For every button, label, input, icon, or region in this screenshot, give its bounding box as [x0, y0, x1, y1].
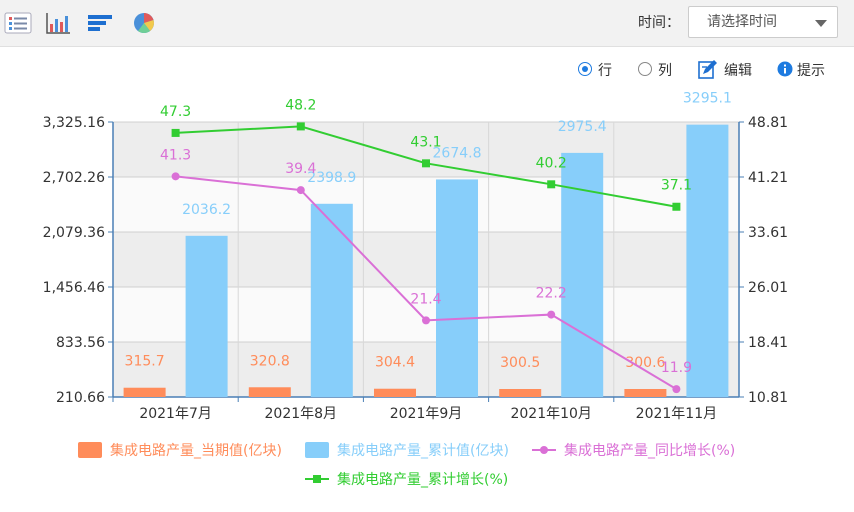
line-point	[672, 202, 681, 211]
line-point	[547, 310, 556, 319]
bar	[686, 124, 729, 397]
right-axis-tick-label: 41.21	[748, 170, 788, 186]
left-axis-tick-label: 833.56	[56, 335, 105, 351]
pie-chart-icon[interactable]	[130, 10, 158, 36]
line-data-label: 39.4	[285, 161, 316, 177]
line-point	[422, 159, 430, 168]
bar-data-label: 300.5	[500, 355, 540, 371]
x-axis-tick-label: 2021年7月	[139, 406, 212, 422]
column-option-label[interactable]: 列	[658, 63, 672, 79]
bar-data-label: 2036.2	[182, 202, 231, 218]
time-label: 时间：	[638, 15, 680, 31]
bar-data-label: 3295.1	[683, 91, 732, 107]
legend-swatch-marker	[313, 475, 321, 483]
list-icon[interactable]	[4, 10, 32, 36]
line-data-label: 48.2	[285, 97, 316, 113]
row-option-label[interactable]: 行	[598, 63, 612, 79]
left-axis-tick-label: 1,456.46	[43, 280, 105, 296]
bar-data-label: 315.7	[125, 354, 165, 370]
line-point	[547, 180, 556, 189]
legend-label: 集成电路产量_累计值(亿块)	[337, 442, 509, 459]
bar	[185, 235, 228, 397]
bar-data-label: 300.6	[625, 355, 665, 371]
left-axis-tick-label: 3,325.16	[43, 115, 105, 131]
row-radio[interactable]	[578, 62, 592, 76]
bar	[436, 179, 478, 397]
bar-data-label: 2975.4	[558, 119, 607, 135]
time-select-placeholder: 请选择时间	[707, 14, 777, 30]
x-axis-tick-label: 2021年8月	[265, 406, 338, 422]
legend-swatch	[78, 442, 102, 458]
line-data-label: 11.9	[661, 360, 692, 376]
line-point	[296, 186, 305, 195]
line-data-label: 37.1	[661, 178, 692, 194]
line-data-label: 41.3	[160, 147, 191, 163]
left-axis-tick-label: 2,079.36	[43, 225, 105, 241]
line-data-label: 47.3	[160, 104, 191, 120]
right-axis-tick-label: 26.01	[748, 280, 788, 296]
bar	[123, 387, 166, 397]
x-axis-tick-label: 2021年10月	[510, 406, 591, 422]
right-axis-tick-label: 33.61	[748, 225, 788, 241]
x-axis-tick-label: 2021年9月	[390, 406, 463, 422]
info-icon[interactable]	[777, 61, 793, 77]
legend-swatch-marker	[540, 446, 548, 454]
line-point	[672, 385, 681, 394]
left-axis-tick-label: 2,702.26	[43, 170, 105, 186]
line-data-label: 22.2	[536, 286, 567, 302]
bar	[248, 387, 291, 397]
bar	[310, 203, 353, 397]
column-radio[interactable]	[638, 62, 652, 76]
chevron-down-icon[interactable]	[815, 20, 827, 27]
legend-label: 集成电路产量_累计增长(%)	[337, 471, 508, 488]
bar-data-label: 320.8	[250, 353, 290, 369]
bar	[374, 388, 416, 397]
line-point	[171, 128, 180, 137]
horizontal-bar-icon[interactable]	[86, 10, 114, 36]
toolbar: 时间： 请选择时间	[0, 0, 854, 47]
line-data-label: 40.2	[536, 155, 567, 171]
legend-label: 集成电路产量_同比增长(%)	[564, 442, 735, 459]
edit-button-label[interactable]: 编辑	[724, 63, 752, 79]
legend-label: 集成电路产量_当期值(亿块)	[110, 442, 282, 459]
bar	[624, 389, 667, 397]
bar	[499, 389, 542, 397]
bar	[561, 152, 604, 397]
right-axis-tick-label: 10.81	[748, 390, 788, 406]
time-select[interactable]: 请选择时间	[688, 6, 838, 38]
edit-icon[interactable]	[697, 58, 719, 80]
right-axis-tick-label: 18.41	[748, 335, 788, 351]
line-data-label: 43.1	[410, 134, 441, 150]
plot-band	[113, 177, 739, 232]
bar-data-label: 2398.9	[307, 170, 356, 186]
bar-data-label: 2674.8	[433, 145, 482, 161]
line-point	[171, 172, 180, 181]
bar-chart-icon[interactable]	[44, 10, 72, 36]
line-point	[422, 316, 430, 325]
hint-button-label[interactable]: 提示	[797, 63, 825, 79]
right-axis-tick-label: 48.81	[748, 115, 788, 131]
legend-swatch	[305, 442, 329, 458]
x-axis-tick-label: 2021年11月	[636, 406, 717, 422]
left-axis-tick-label: 210.66	[56, 390, 105, 406]
line-point	[296, 122, 305, 131]
bar-data-label: 304.4	[375, 355, 415, 371]
line-data-label: 21.4	[410, 291, 441, 307]
